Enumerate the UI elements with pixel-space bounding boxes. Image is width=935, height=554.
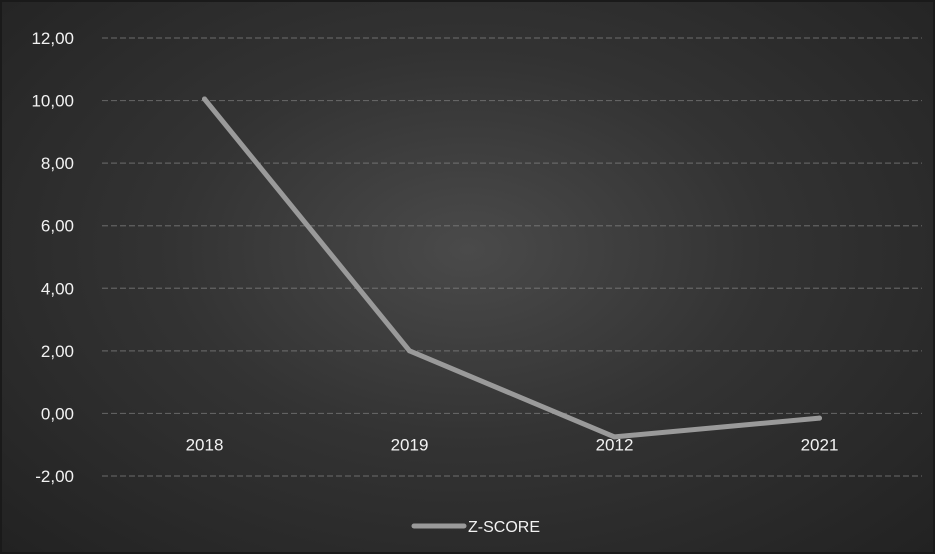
y-tick-label: 2,00 xyxy=(41,342,74,361)
data-point xyxy=(817,415,822,421)
y-axis-tick-labels: 12,00 10,00 8,00 6,00 4,00 2,00 0,00 -2,00 xyxy=(31,29,74,486)
y-tick-label: 6,00 xyxy=(41,217,74,236)
y-tick-label: 10,00 xyxy=(31,92,74,111)
data-point xyxy=(612,434,617,440)
data-point xyxy=(202,96,207,102)
x-tick-label: 2012 xyxy=(596,435,634,454)
legend-label: Z-SCORE xyxy=(468,519,540,536)
x-axis-tick-labels: 2018 2019 2012 2021 xyxy=(186,435,839,454)
y-tick-label: -2,00 xyxy=(35,467,74,486)
series-line-z-score xyxy=(202,96,822,440)
y-tick-label: 12,00 xyxy=(31,29,74,48)
y-tick-label: 8,00 xyxy=(41,154,74,173)
x-tick-label: 2021 xyxy=(801,435,839,454)
gridlines xyxy=(102,37,922,477)
x-tick-label: 2019 xyxy=(391,435,429,454)
data-point xyxy=(407,348,412,354)
x-tick-label: 2018 xyxy=(186,435,224,454)
y-tick-label: 4,00 xyxy=(41,279,74,298)
y-tick-label: 0,00 xyxy=(41,404,74,423)
series-layer xyxy=(202,96,822,440)
legend: Z-SCORE xyxy=(411,519,540,536)
